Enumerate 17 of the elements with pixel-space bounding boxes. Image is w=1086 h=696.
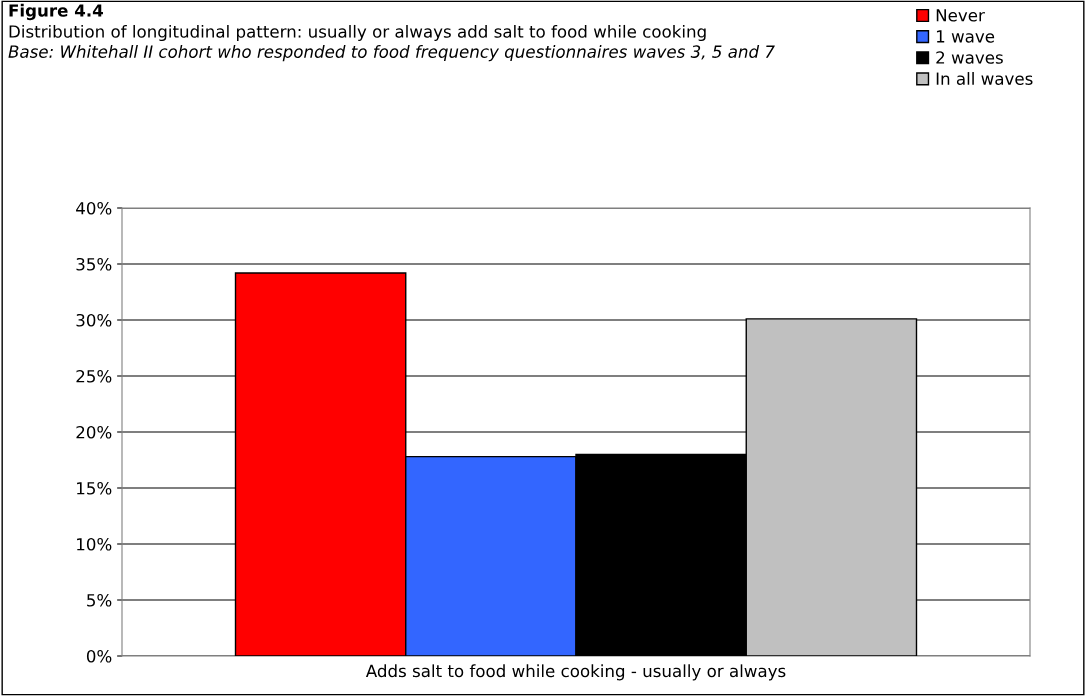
- text: Base: Whitehall II cohort who responded to food frequency questionnaires waves 3, 5 and 7: [8, 45, 775, 62]
- y-tick-label: 20%: [76, 425, 112, 439]
- chart-subtitle: Distribution of longitudinal pattern: usually or always add salt to food while cooking: [9, 24, 706, 42]
- y-tick-label: 15%: [77, 481, 112, 495]
- y-tick-label: 0%: [86, 649, 112, 663]
- legend-label: 1 wave: [936, 30, 995, 43]
- legend-label: Never: [936, 9, 985, 22]
- y-tick-label: 30%: [76, 313, 112, 327]
- legend-label: 2 waves: [936, 51, 1003, 64]
- y-tick-label: 5%: [87, 593, 112, 607]
- legend-label: In all waves: [936, 72, 1033, 85]
- y-tick-label: 25%: [76, 369, 112, 383]
- y-tick-label: 40%: [76, 201, 112, 215]
- x-tick-label: Adds salt to food while cooking - usually or always: [365, 664, 786, 681]
- y-tick-label: 10%: [77, 537, 112, 551]
- chart-title: Figure 4.4: [9, 3, 103, 21]
- y-tick-label: 35%: [76, 257, 112, 271]
